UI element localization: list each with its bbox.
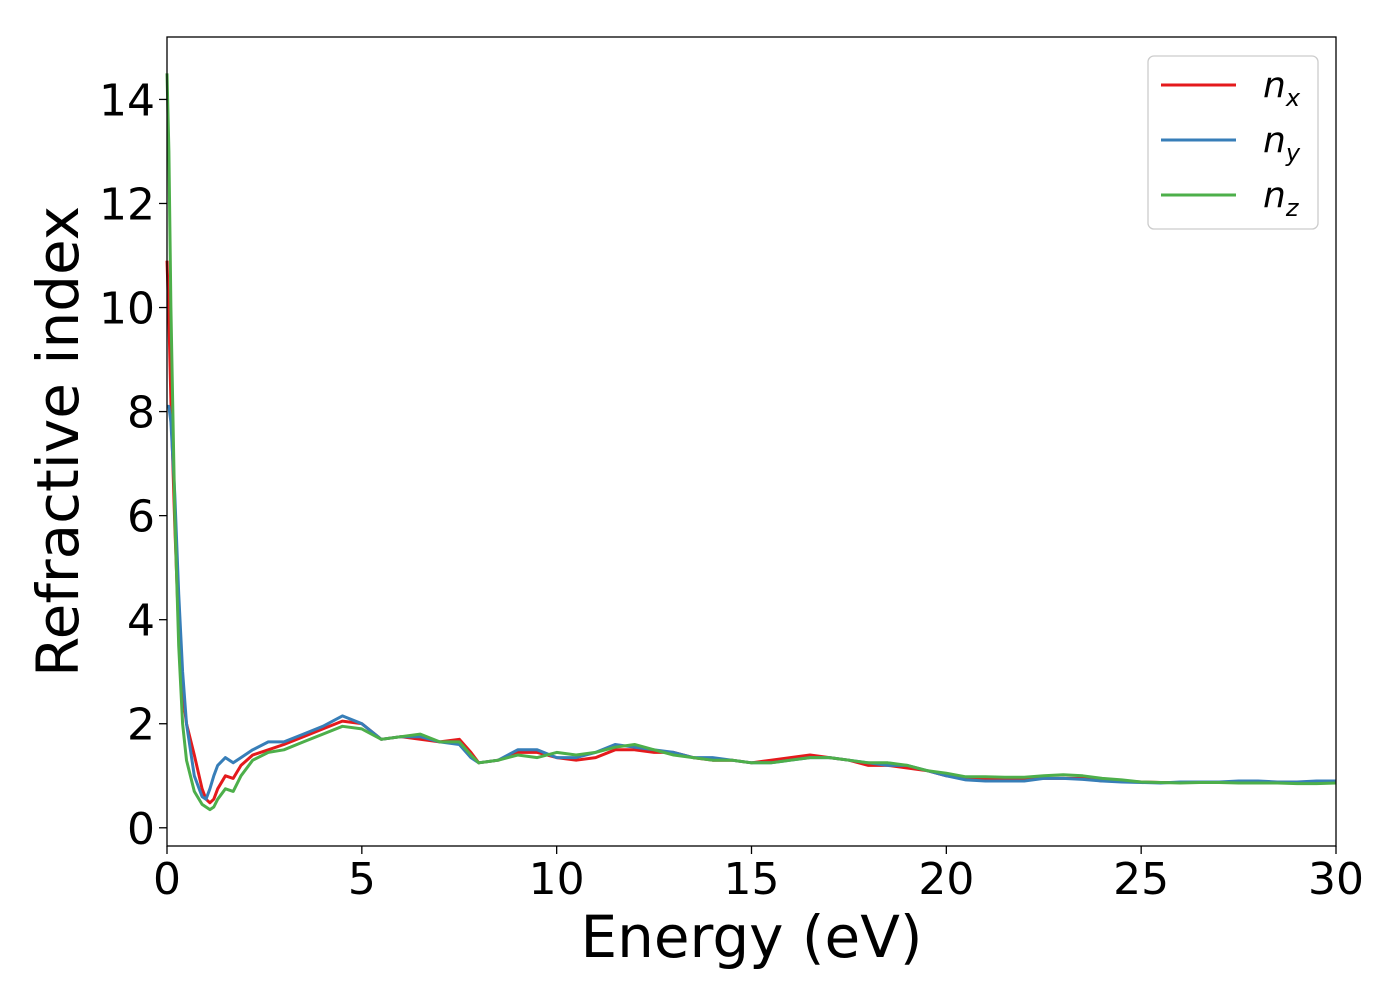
series-line-y <box>167 404 1336 801</box>
y-tick-label: 6 <box>127 492 155 543</box>
y-axis-title: Refractive index <box>24 206 92 677</box>
y-tick-label: 4 <box>127 596 155 647</box>
x-tick-label: 0 <box>153 854 181 905</box>
x-tick-label: 15 <box>724 854 780 905</box>
series-layer <box>165 73 1337 812</box>
y-axis: 0 2 4 6 8 10 12 14 <box>99 75 167 855</box>
x-axis: 0 5 10 15 20 25 30 <box>153 846 1364 905</box>
x-tick-label: 30 <box>1308 854 1364 905</box>
y-tick-label: 14 <box>99 75 155 126</box>
y-tick-label: 0 <box>127 804 155 855</box>
x-tick-label: 10 <box>529 854 585 905</box>
y-tick-label: 8 <box>127 388 155 439</box>
y-tick-label: 2 <box>127 700 155 751</box>
y-tick-label: 10 <box>99 284 155 335</box>
x-tick-label: 5 <box>348 854 376 905</box>
x-tick-label: 25 <box>1113 854 1169 905</box>
x-axis-title: Energy (eV) <box>580 903 922 971</box>
legend-box <box>1147 55 1319 230</box>
series-line-x <box>165 260 1337 805</box>
x-tick-label: 20 <box>918 854 974 905</box>
series-line-z <box>165 73 1337 812</box>
y-tick-label: 12 <box>99 179 155 230</box>
